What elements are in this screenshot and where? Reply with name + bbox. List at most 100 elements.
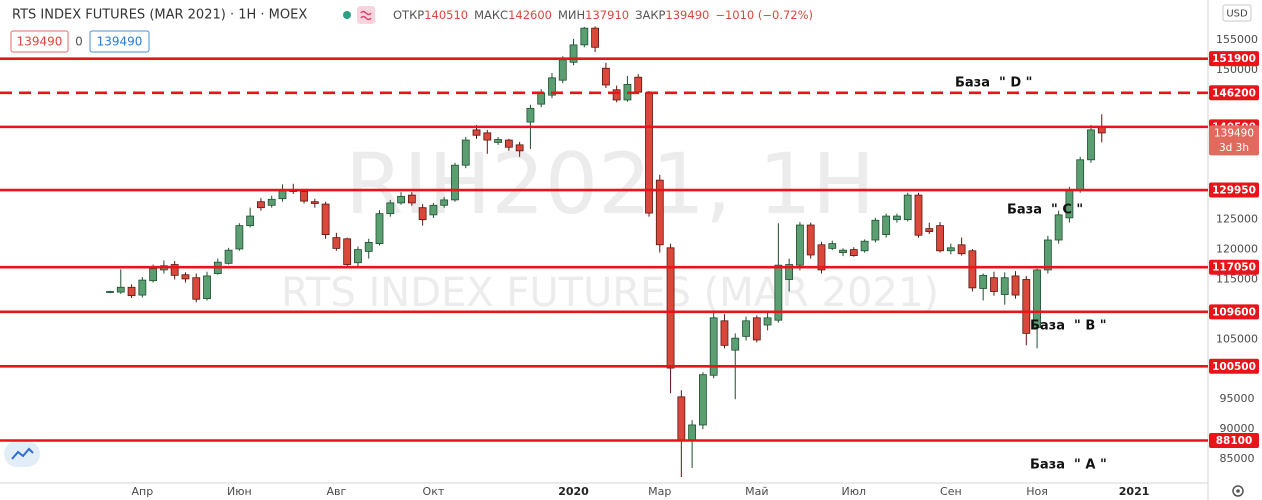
buy-box[interactable] [89, 30, 150, 53]
candle-body [558, 59, 567, 81]
x-tick-label: Авг [326, 485, 346, 498]
annotation: База " D " [955, 76, 1032, 91]
ohlc-value: 140510 [424, 8, 468, 22]
candle-body [925, 228, 934, 233]
candle-body [278, 190, 287, 200]
indicator-icon [360, 10, 372, 21]
candle-body [1087, 129, 1095, 161]
candle-body [310, 201, 319, 204]
candle-body [257, 201, 265, 209]
level-price-box [1209, 358, 1259, 374]
candle-body [1000, 277, 1009, 295]
candle-body [612, 89, 621, 101]
candle-body [634, 76, 643, 93]
candle-body [127, 286, 136, 297]
candle-body [1054, 214, 1063, 241]
candle-body [742, 320, 750, 337]
x-tick-label: Сен [940, 485, 962, 498]
sell-box[interactable] [10, 30, 69, 53]
x-tick-label: Окт [423, 485, 445, 498]
candle-body [839, 249, 847, 253]
candle-body [192, 277, 201, 300]
level-price-box [1209, 182, 1259, 198]
y-tick-label: 125000 [1216, 213, 1258, 226]
candle-body [580, 27, 589, 46]
candle-body [332, 237, 341, 249]
candle-body [796, 224, 804, 266]
x-tick-label: Мар [648, 485, 671, 498]
candle-body [494, 139, 502, 143]
candle-body [354, 249, 362, 264]
indicator-icon-box[interactable] [357, 6, 375, 24]
candle-body [407, 194, 416, 204]
candle-body [720, 320, 729, 346]
annotation: База " A " [1030, 458, 1107, 473]
x-tick-label: Май [745, 485, 768, 498]
x-tick-label: Июн [227, 485, 252, 498]
candle-body [645, 92, 653, 214]
candle-body [429, 204, 438, 216]
candle-body [752, 317, 761, 341]
chart-title: RTS INDEX FUTURES (MAR 2021) · 1H · MOEX [12, 8, 307, 23]
level-price-box [1209, 433, 1259, 449]
candle-body [181, 274, 190, 280]
level-price-box [1209, 51, 1259, 67]
y-tick-label: 120000 [1216, 243, 1258, 256]
candle-body [440, 199, 449, 206]
candle-body [569, 44, 578, 63]
candle-body [451, 164, 459, 201]
currency-box[interactable] [1222, 4, 1252, 22]
candle-body [828, 243, 837, 249]
candle-body [515, 144, 524, 152]
ohlc-label: МАКС [474, 8, 508, 22]
ohlc-value: 142600 [508, 8, 552, 22]
candle-body [116, 286, 125, 293]
sell-price: 139490 [17, 35, 63, 49]
y-tick-label: 115000 [1216, 273, 1258, 286]
candle-body [321, 203, 330, 236]
y-tick-label: 150000 [1216, 63, 1258, 76]
ohlc-label: ОТКР [393, 8, 424, 22]
candle-body [936, 225, 944, 252]
candle-body [418, 207, 427, 221]
candle-body [860, 240, 869, 252]
candle-body [903, 194, 912, 221]
watermark-description: RTS INDEX FUTURES (MAR 2021) [281, 270, 939, 316]
candle-body [817, 244, 826, 271]
ohlc-change: −1010 (−0.72%) [715, 8, 813, 22]
candle-body [699, 374, 707, 426]
candle-body [601, 67, 610, 86]
level-price-label: 129950 [1212, 185, 1256, 197]
market-status-icon[interactable] [343, 11, 351, 19]
candle-body [688, 424, 697, 441]
candle-body [483, 132, 492, 141]
y-tick-label: 105000 [1216, 332, 1258, 345]
candle-body [990, 277, 998, 292]
candle-body [364, 241, 373, 252]
candle-body [300, 191, 308, 202]
candle-body [806, 224, 815, 256]
candle-body [1076, 159, 1085, 191]
last-price-box [1209, 125, 1259, 156]
currency: USD [1226, 9, 1248, 20]
ohlc-value: 139490 [665, 8, 709, 22]
level-price-label: 109600 [1212, 306, 1256, 318]
y-tick-label: 155000 [1216, 33, 1258, 46]
candle-body [946, 247, 955, 252]
candle-body [666, 247, 675, 369]
annotation: База " C " [1007, 203, 1083, 218]
candle-body [655, 179, 664, 246]
candle-body [138, 279, 147, 296]
logo-icon [11, 447, 34, 460]
x-tick-label: Апр [131, 485, 153, 498]
candle-body [397, 195, 405, 204]
x-tick-label: 2020 [558, 485, 589, 498]
candle-body [709, 317, 718, 376]
settings-icon[interactable] [1232, 485, 1244, 497]
candle-body [591, 27, 599, 48]
level-price-label: 151900 [1212, 53, 1256, 65]
ohlc-readout: ОТКР140510 МАКС142600 МИН137910 ЗАКР139490−… [393, 8, 813, 22]
candle-body [548, 77, 556, 96]
buy-price: 139490 [97, 35, 143, 49]
